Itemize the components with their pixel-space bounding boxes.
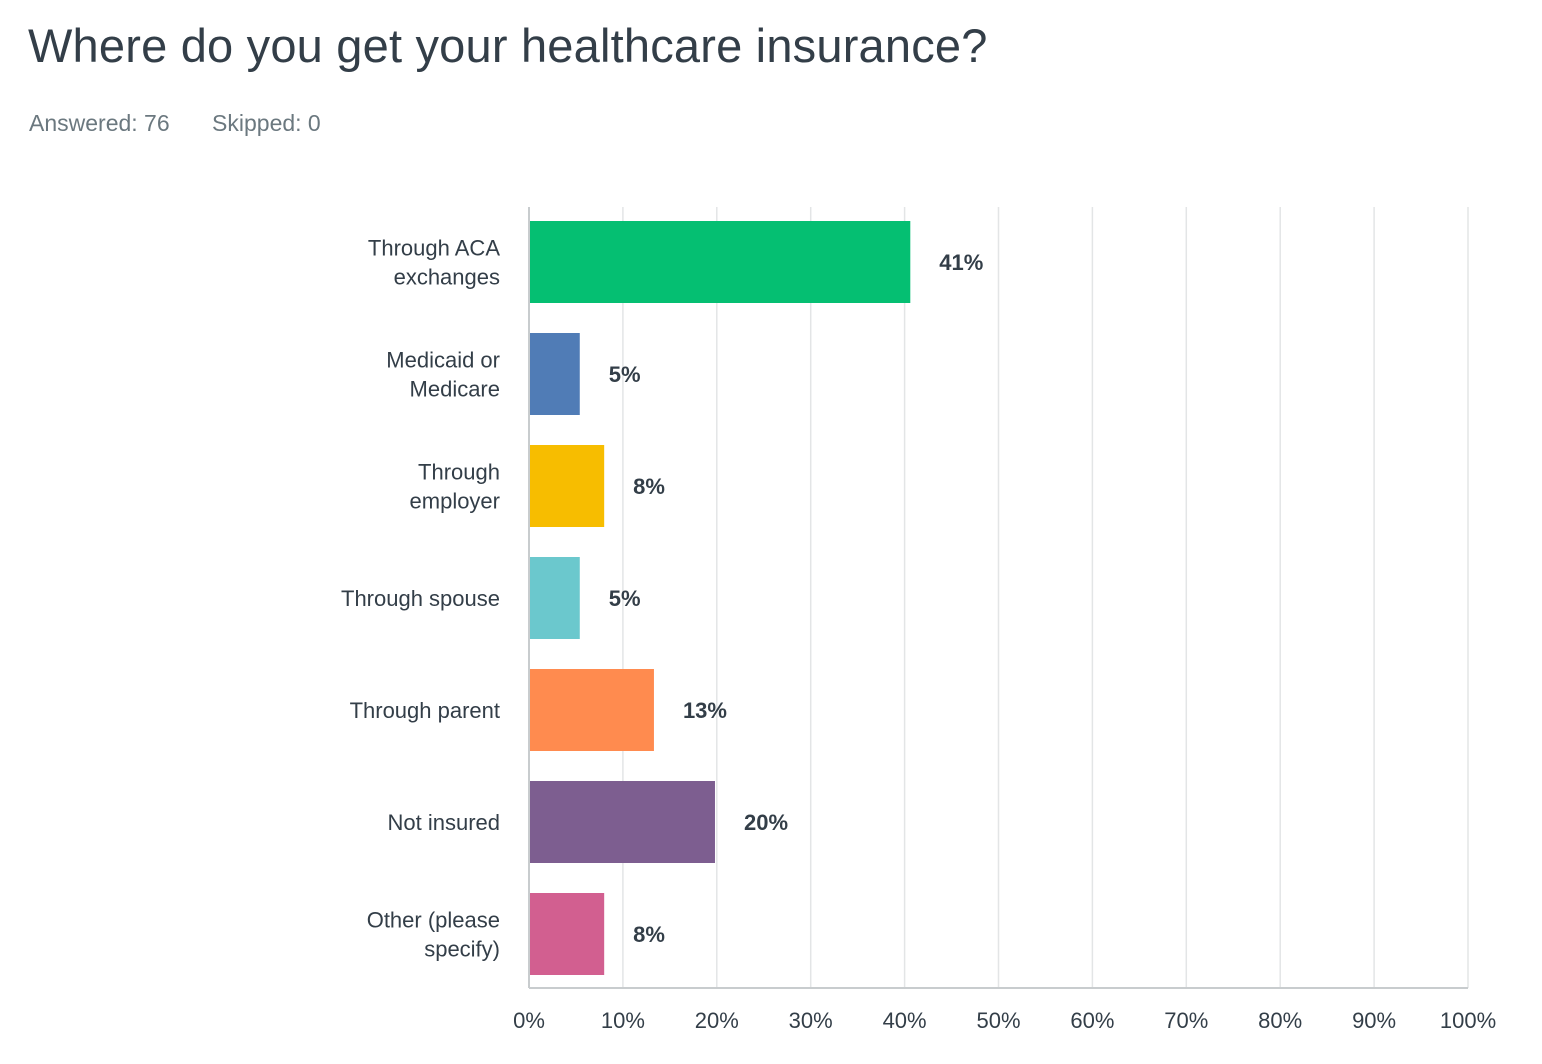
x-tick-label: 40%	[883, 1008, 927, 1033]
category-label: Medicaid or Medicare	[386, 348, 500, 402]
bar-value-label: 8%	[633, 922, 665, 947]
x-tick-label: 100%	[1440, 1008, 1496, 1033]
bar-value-label: 20%	[744, 810, 788, 835]
bar	[530, 781, 715, 863]
x-tick-label: 90%	[1352, 1008, 1396, 1033]
bar	[530, 669, 654, 751]
x-tick-label: 70%	[1164, 1008, 1208, 1033]
x-tick-label: 60%	[1070, 1008, 1114, 1033]
category-label-line: Medicare	[410, 377, 500, 402]
category-label: Other (please specify)	[367, 908, 500, 962]
x-tick-label: 50%	[976, 1008, 1020, 1033]
category-label: Not insured	[387, 810, 500, 835]
category-label-line: Through	[418, 460, 500, 485]
category-label-line: Through spouse	[341, 586, 500, 611]
category-labels: Through ACA exchanges Medicaid or Medicare T…	[341, 236, 500, 962]
category-label-line: Medicaid or	[386, 348, 500, 373]
gridlines	[528, 207, 1469, 989]
bar	[530, 333, 580, 415]
x-axis-tick-labels: 0% 10% 20% 30% 40% 50% 60% 70% 80% 90% 100%	[513, 1008, 1496, 1033]
question-title: Where do you get your healthcare insuran…	[28, 19, 988, 72]
skipped-count: Skipped: 0	[212, 110, 321, 136]
bar-value-label: 8%	[633, 474, 665, 499]
bar-value-label: 13%	[683, 698, 727, 723]
x-tick-label: 30%	[789, 1008, 833, 1033]
category-label: Through spouse	[341, 586, 500, 611]
category-label-line: exchanges	[394, 265, 500, 290]
category-label-line: Through ACA	[368, 236, 500, 261]
value-labels: 41% 5% 8% 5% 13% 20% 8%	[609, 250, 984, 947]
bar	[530, 445, 605, 527]
category-label-line: Not insured	[387, 810, 500, 835]
category-label: Through ACA exchanges	[368, 236, 500, 290]
answered-count: Answered: 76	[29, 110, 170, 136]
x-tick-label: 80%	[1258, 1008, 1302, 1033]
bars	[530, 221, 911, 975]
bar-value-label: 5%	[609, 586, 641, 611]
x-tick-label: 10%	[601, 1008, 645, 1033]
category-label-line: Through parent	[350, 698, 500, 723]
category-label-line: specify)	[424, 937, 500, 962]
bar	[530, 221, 911, 303]
bar-value-label: 5%	[609, 362, 641, 387]
response-stats: Answered: 76 Skipped: 0	[29, 110, 321, 137]
category-label-line: Other (please	[367, 908, 500, 933]
bar-value-label: 41%	[939, 250, 983, 275]
x-tick-label: 0%	[513, 1008, 545, 1033]
bar	[530, 557, 580, 639]
bar	[530, 893, 605, 975]
x-tick-label: 20%	[695, 1008, 739, 1033]
category-label: Through parent	[350, 698, 500, 723]
category-label-line: employer	[410, 489, 500, 514]
category-label: Through employer	[410, 460, 500, 514]
